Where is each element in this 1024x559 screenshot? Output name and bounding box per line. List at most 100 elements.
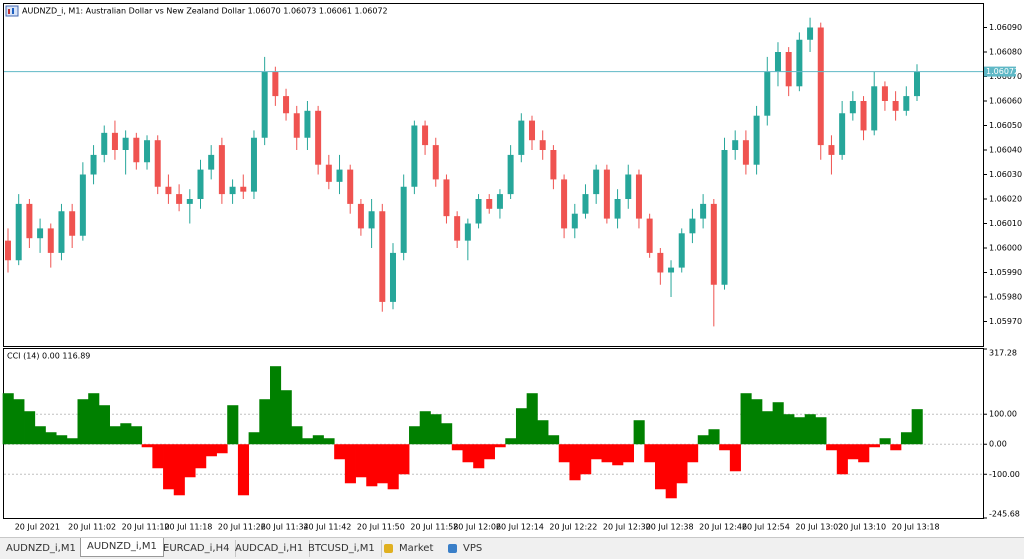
cci-bar: [441, 423, 453, 445]
y-tick-label: 1.06050: [989, 121, 1022, 130]
y-tick-label: 100.00: [989, 410, 1017, 419]
y-tick-label: 1.06020: [989, 195, 1022, 204]
candle-body: [144, 140, 151, 163]
cci-bar: [569, 444, 581, 481]
candle-body: [422, 125, 429, 146]
cci-bar: [483, 444, 495, 460]
vps-icon: [448, 544, 457, 553]
cci-bar: [216, 444, 228, 454]
cci-bar: [88, 393, 100, 445]
cci-bar: [334, 444, 346, 460]
candle-body: [860, 101, 867, 131]
cci-bar: [537, 420, 549, 445]
candle-body: [464, 223, 471, 241]
symbol-icon: [5, 5, 19, 17]
candle-body: [69, 211, 76, 236]
cci-bar: [633, 420, 645, 445]
cci-bar: [173, 444, 185, 496]
cci-bar: [890, 444, 902, 451]
candle-body: [37, 228, 44, 239]
x-tick-label: 20 Jul 13:18: [892, 523, 940, 532]
candle-body: [186, 199, 193, 204]
x-tick-label: 20 Jul 12:46: [699, 523, 747, 532]
x-tick-label: 20 Jul 12:22: [549, 523, 597, 532]
tab[interactable]: BTCUSD_i,M1: [302, 540, 382, 557]
y-tick-label: 317.28: [989, 349, 1017, 358]
cci-bar: [751, 399, 763, 445]
price-label: 1.06072: [986, 67, 1019, 76]
candle-body: [197, 169, 204, 199]
candle-body: [796, 39, 803, 87]
cci-bar: [462, 444, 474, 463]
cci-bar: [761, 411, 774, 445]
cci-bar: [195, 444, 207, 469]
cci-bar: [644, 444, 656, 463]
cci-bar: [205, 444, 217, 457]
candle-body: [881, 86, 888, 101]
cci-bar: [451, 444, 463, 451]
cci-bar: [376, 444, 389, 484]
cci-bar: [794, 417, 806, 445]
candle-body: [90, 154, 97, 175]
cci-bar: [590, 444, 602, 460]
y-tick-label: 1.06000: [989, 244, 1022, 253]
candle-body: [646, 218, 653, 253]
candle-body: [496, 194, 503, 209]
candle-body: [315, 110, 322, 165]
cci-bar: [2, 393, 14, 445]
candle-body: [154, 140, 161, 187]
x-tick-label: 20 Jul 12:30: [603, 523, 651, 532]
cci-bar: [430, 414, 442, 445]
tab[interactable]: Market: [399, 543, 434, 554]
candle-body: [250, 137, 257, 192]
cci-bar: [612, 444, 624, 466]
candle-body: [668, 267, 675, 273]
cci-bar: [772, 402, 784, 445]
candle-body: [304, 110, 311, 138]
candle-body: [507, 154, 514, 195]
candle-body: [828, 145, 835, 155]
cci-bar: [24, 411, 36, 445]
cci-bar: [355, 444, 367, 478]
candle-body: [5, 240, 11, 261]
cci-bar: [13, 399, 25, 445]
tab[interactable]: EURCAD_i,H4: [157, 540, 237, 557]
cci-bar: [622, 444, 635, 463]
cci-bar: [505, 438, 517, 445]
cci-bar: [654, 444, 667, 490]
candle-body: [742, 140, 749, 165]
cci-bar: [66, 438, 78, 445]
candle-body: [283, 96, 290, 114]
candle-body: [849, 101, 856, 114]
candle-body: [432, 145, 439, 180]
candle-body: [529, 120, 536, 141]
candle-body: [411, 125, 418, 187]
candle-body: [710, 203, 717, 285]
cci-bar: [259, 399, 271, 445]
candle-body: [176, 194, 183, 204]
cci-bar: [515, 408, 528, 445]
y-tick-label: 1.06090: [989, 23, 1022, 32]
tab[interactable]: AUDNZD_i,M1: [0, 540, 83, 557]
x-tick-label: 20 Jul 11:42: [303, 523, 351, 532]
candle-body: [443, 179, 450, 217]
candle-body: [357, 203, 364, 229]
tab[interactable]: AUDNZD_i,M1: [80, 538, 164, 557]
cci-bar: [548, 435, 560, 445]
candle-body: [561, 179, 568, 229]
y-tick-label: 1.06010: [989, 219, 1022, 228]
cci-bar: [130, 426, 143, 445]
candle-body: [539, 140, 546, 150]
candle-body: [79, 174, 86, 236]
tab[interactable]: VPS: [463, 543, 483, 554]
y-tick-label: 1.06030: [989, 170, 1022, 179]
candle-body: [379, 211, 386, 302]
candle-body: [47, 228, 54, 253]
candle-body: [593, 169, 600, 195]
candle-body: [454, 216, 461, 241]
tab[interactable]: AUDCAD_i,H1: [229, 540, 311, 557]
cci-bar: [858, 444, 870, 463]
cci-bar: [815, 417, 827, 445]
y-tick-label: -245.68: [989, 510, 1020, 519]
candle-body: [903, 96, 910, 111]
